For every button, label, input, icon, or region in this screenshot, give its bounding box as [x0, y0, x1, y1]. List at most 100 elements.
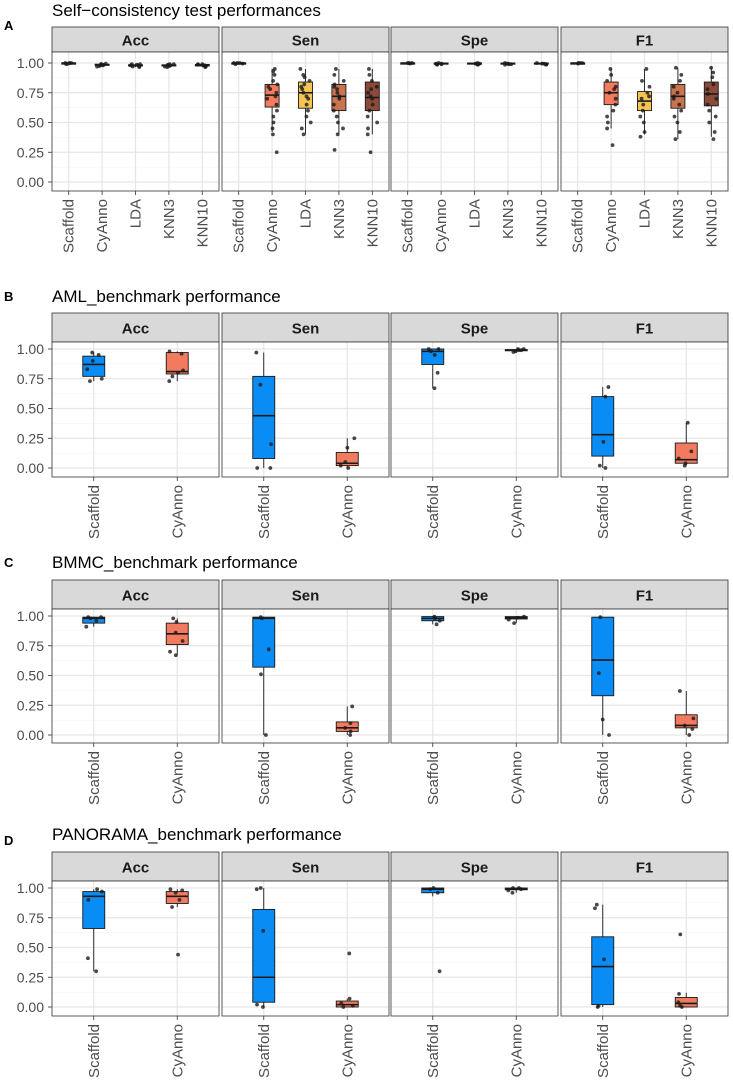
data-point: [593, 906, 597, 911]
data-point: [347, 951, 352, 956]
data-point: [503, 61, 507, 65]
x-tick-label: Scaffold: [256, 751, 273, 805]
data-point: [605, 120, 610, 125]
data-point: [601, 439, 606, 444]
box-cyanno: [165, 887, 189, 957]
data-point: [677, 992, 681, 996]
facet-label: Sen: [292, 860, 320, 877]
data-point: [196, 62, 200, 67]
data-point: [168, 63, 173, 68]
data-point: [610, 143, 615, 148]
data-point: [521, 347, 526, 351]
panel-border: [390, 341, 559, 478]
panel-d: D PANORAMA_benchmark performance 0.00 0.25 0…: [4, 825, 729, 1078]
data-point: [672, 94, 676, 99]
data-point: [513, 349, 518, 354]
facet-spe: Spe Scaffold CyAnno: [390, 312, 559, 539]
data-point: [367, 67, 371, 71]
data-point: [180, 639, 185, 643]
data-point: [714, 96, 719, 101]
x-tick-label: KNN10: [533, 199, 550, 247]
panel-border: [221, 880, 390, 1017]
data-point: [691, 716, 696, 721]
facet-label: F1: [636, 33, 654, 50]
panel-title: Self−consistency test performances: [52, 1, 321, 20]
panel-border: [51, 880, 220, 1017]
box-body: [335, 452, 359, 467]
panel-border: [390, 880, 559, 1017]
y-tick-label: 0.00: [17, 999, 44, 1015]
data-point: [335, 87, 340, 92]
data-point: [506, 617, 511, 622]
panel-border: [51, 608, 220, 744]
data-point: [435, 370, 440, 375]
data-point: [334, 67, 338, 71]
box-cyanno: [94, 61, 110, 69]
box-cyanno: [264, 67, 280, 155]
facet-strip: [221, 579, 390, 610]
data-point: [86, 615, 91, 620]
data-point: [370, 102, 375, 107]
data-point: [338, 463, 343, 468]
data-point: [266, 84, 271, 89]
facet-label: F1: [636, 588, 654, 605]
x-tick-label: KNN3: [161, 199, 178, 239]
facet-label: Acc: [122, 33, 150, 50]
panel-title: PANORAMA_benchmark performance: [52, 825, 342, 844]
data-point: [301, 73, 306, 77]
facet-spe: Spe Scaffold CyAnno LDA KNN3 KNN10: [390, 26, 559, 253]
data-point: [429, 349, 433, 354]
data-point: [86, 956, 90, 961]
x-tick-label: LDA: [298, 199, 315, 228]
y-tick-label: 1.00: [17, 341, 44, 357]
x-tick-label: Scaffold: [570, 199, 587, 253]
data-point: [350, 704, 355, 709]
box-body: [591, 396, 615, 457]
box-scaffold: [421, 347, 445, 391]
data-point: [167, 349, 172, 354]
data-point: [613, 102, 618, 107]
data-point: [432, 614, 437, 619]
box-body: [335, 721, 359, 732]
data-point: [99, 889, 104, 894]
x-tick-label: LDA: [128, 199, 145, 228]
data-point: [334, 114, 339, 119]
data-point: [641, 120, 646, 125]
data-point: [437, 618, 442, 623]
box-scaffold: [82, 887, 106, 974]
data-point: [516, 347, 520, 351]
box-scaffold: [252, 615, 276, 737]
plot-area: [391, 881, 558, 1016]
data-point: [299, 84, 304, 89]
facet-label: Spe: [461, 588, 489, 605]
plot-area: [391, 342, 558, 477]
data-point: [605, 78, 609, 83]
panel-c: C BMMC_benchmark performance 0.00 0.25 0.50 0…: [4, 553, 729, 805]
x-tick-label: LDA: [637, 199, 654, 228]
panel-border: [390, 608, 559, 744]
data-point: [171, 616, 176, 621]
data-point: [302, 82, 307, 87]
x-tick-label: Scaffold: [256, 1024, 273, 1078]
box-scaffold: [421, 886, 445, 974]
facet-sen: Sen Scaffold CyAnno: [221, 312, 390, 539]
data-point: [174, 620, 179, 624]
data-point: [707, 108, 712, 113]
facet-acc: Acc Scaffold CyAnno: [51, 579, 220, 805]
panel-border: [560, 608, 729, 744]
data-point: [428, 887, 433, 892]
x-tick-label: CyAnno: [603, 199, 620, 252]
x-tick-label: CyAnno: [508, 485, 525, 538]
x-tick-label: CyAnno: [339, 1024, 356, 1077]
box-cyanno: [165, 349, 189, 384]
data-point: [259, 672, 263, 677]
data-point: [266, 647, 271, 652]
data-point: [677, 130, 682, 134]
facet-f1: F1 Scaffold CyAnno LDA KNN3 KNN10: [560, 26, 729, 253]
data-point: [705, 102, 710, 107]
data-point: [177, 898, 182, 902]
data-point: [90, 359, 95, 363]
x-tick-label: LDA: [467, 199, 484, 228]
data-point: [261, 1005, 265, 1009]
box-cyanno: [335, 951, 359, 1009]
